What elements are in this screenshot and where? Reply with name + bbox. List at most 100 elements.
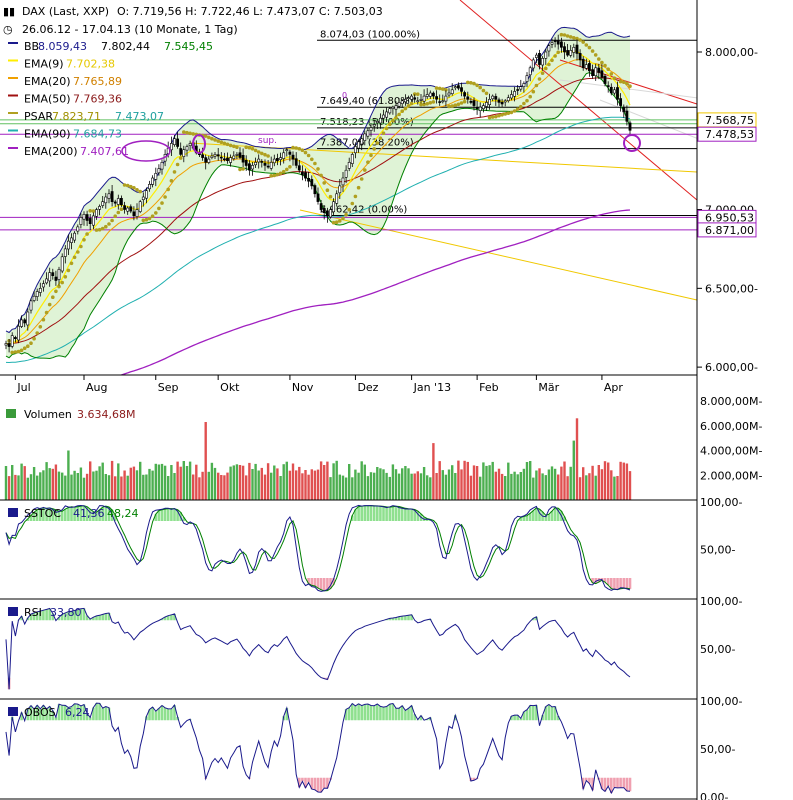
psar-dot <box>88 209 92 213</box>
volume-bar <box>525 462 529 500</box>
sstoc-value-d: 48,24 <box>107 507 139 520</box>
obos-label: OBOS <box>24 706 56 719</box>
volume-bar <box>529 461 532 500</box>
psar-dot <box>219 140 224 144</box>
psar-dot <box>191 132 195 136</box>
candle-body <box>260 161 264 163</box>
rsi-oversold-fill <box>7 677 329 690</box>
volume-bar <box>469 475 473 500</box>
candle-body <box>135 209 139 217</box>
price-tick-label: 6.500,00- <box>705 282 758 295</box>
rsi-legend: RSI 33,80 <box>8 606 82 619</box>
price-tag-box <box>697 126 757 142</box>
psar-dot <box>475 83 479 88</box>
psar-dot <box>553 54 557 58</box>
psar-dot <box>32 336 36 341</box>
legend-label: PSAR <box>24 110 53 123</box>
candle-body <box>391 106 395 109</box>
candle-body <box>20 319 24 327</box>
psar-dot <box>266 154 270 158</box>
volume-bar <box>301 473 304 500</box>
ema20-line <box>5 59 631 345</box>
psar-dot <box>328 194 333 199</box>
volume-bar <box>104 474 107 500</box>
candle-body <box>70 237 73 243</box>
candle-body <box>500 101 504 105</box>
gray-trendline-2 <box>599 99 697 139</box>
candle-body <box>235 154 239 156</box>
candle-body <box>453 86 457 89</box>
volume-bar <box>485 465 488 500</box>
psar-dot <box>63 275 68 279</box>
candle-body <box>185 146 189 151</box>
psar-dot <box>160 201 164 205</box>
fib-label: 7.649,40 (61.80%) <box>320 96 414 107</box>
rsi-tick-label: 100,00- <box>700 595 742 608</box>
price-tick-label: 6.000,00- <box>705 361 758 374</box>
psar-dot <box>428 101 433 105</box>
candle-body <box>101 201 105 206</box>
volume-bar <box>488 465 491 500</box>
candle-body <box>497 99 501 103</box>
volume-bar <box>323 465 326 500</box>
psar-dot <box>297 147 302 151</box>
volume-bar <box>563 461 566 500</box>
volume-bar <box>89 461 92 500</box>
candle-body <box>363 133 367 141</box>
candle-body <box>304 172 307 179</box>
volume-bar <box>354 469 357 500</box>
candle-body <box>126 207 130 212</box>
candle-body <box>241 155 245 163</box>
psar-dot <box>400 109 405 113</box>
psar-dot <box>416 92 420 96</box>
psar-dot <box>100 226 105 231</box>
candle-body <box>528 67 532 76</box>
volume-bar <box>351 477 354 500</box>
volume-bar <box>129 467 132 500</box>
candle-body <box>441 100 445 103</box>
volume-bar <box>435 473 438 500</box>
psar-dot <box>85 232 89 236</box>
psar-dot <box>300 148 305 152</box>
candle-body <box>26 311 30 326</box>
candle-body <box>294 158 298 166</box>
psar-dot <box>69 261 74 266</box>
obos-legend: OBOS 6,24 <box>8 706 90 719</box>
candle-body <box>534 54 538 58</box>
volume-bar <box>260 467 263 500</box>
volume-bar <box>36 475 39 500</box>
psar-dot <box>500 113 504 117</box>
volume-bar <box>550 466 554 500</box>
volume-bar <box>369 472 373 500</box>
candle-body <box>509 94 513 99</box>
candle-body <box>375 121 379 124</box>
rsi-swatch <box>8 607 18 616</box>
volume-bar <box>553 468 557 500</box>
psar-dot <box>356 185 361 190</box>
obos-plot <box>5 702 632 795</box>
candle-body <box>141 196 145 201</box>
volume-bar <box>167 476 170 500</box>
candle-body <box>407 97 410 99</box>
volume-bar <box>145 474 148 500</box>
psar-dot <box>597 57 601 61</box>
instrument-title: DAX (Last, XXP) <box>22 5 109 18</box>
psar-dot <box>22 346 27 351</box>
period-range: 26.06.12 - 17.04.13 (10 Monate, 1 Tag) <box>22 23 238 36</box>
candle-body <box>219 156 223 159</box>
volume-bar <box>607 462 610 500</box>
candle-body <box>266 165 270 168</box>
volume-bar <box>245 475 248 500</box>
candle-body <box>300 171 304 176</box>
psar-dot <box>47 302 52 307</box>
volume-bar <box>39 472 42 500</box>
candle-body <box>488 99 492 106</box>
volume-bar <box>92 471 95 500</box>
clock-icon: ◷ <box>3 23 13 36</box>
sstoc-tick-label: 100,00- <box>700 496 742 509</box>
psar-dot <box>628 84 632 88</box>
psar-dot <box>313 161 317 166</box>
volume-bar <box>67 450 70 500</box>
legend-swatch <box>8 42 18 44</box>
candle-body <box>263 162 267 166</box>
